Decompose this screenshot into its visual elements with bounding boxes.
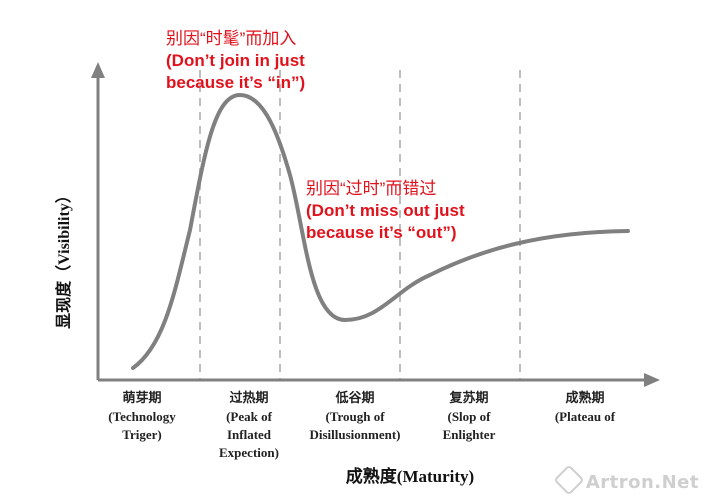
annotation-out-en-line1: (Don’t miss out just (306, 201, 465, 220)
y-axis-arrow-icon (91, 62, 105, 78)
phase-cn: 复苏期 (449, 391, 489, 406)
phase-cn: 成熟期 (565, 391, 605, 406)
artron-logo-icon (553, 464, 585, 496)
y-axis-label: 显现度（Visibility） (56, 187, 73, 329)
x-axis-label: 成熟度(Maturity) (345, 467, 475, 486)
phase-label-slope: 复苏期 (Slop of Enlighter (424, 390, 514, 444)
phase-label-plateau: 成熟期 (Plateau of (540, 390, 630, 426)
phase-cn: 过热期 (229, 391, 269, 406)
watermark: Artron.Net (553, 464, 699, 496)
phase-en: (Trough of (325, 409, 385, 424)
annotation-in-en-line2: because it’s “in”) (166, 73, 306, 92)
x-axis-arrow-icon (644, 373, 660, 387)
phase-cn: 萌芽期 (122, 391, 162, 406)
phase-en: (Slop of (447, 409, 491, 424)
phase-en: (Technology (108, 409, 176, 424)
annotation-in-en-line1: (Don’t join in just (166, 51, 305, 70)
phase-en: Expection) (219, 445, 279, 460)
phase-en: Inflated (226, 427, 272, 442)
annotation-dont-join: 别因“时髦”而加入 (Don’t join in just because it… (166, 28, 305, 94)
annotation-out-cn: 别因“过时”而错过 (306, 179, 437, 198)
annotation-out-en-line2: because it’s “out”) (306, 223, 457, 242)
phase-label-technology-trigger: 萌芽期 (Technology Triger) (98, 390, 186, 444)
annotation-dont-miss: 别因“过时”而错过 (Don’t miss out just because i… (306, 178, 465, 244)
phase-cn: 低谷期 (335, 391, 375, 406)
phase-label-trough: 低谷期 (Trough of Disillusionment) (300, 390, 410, 444)
watermark-text: Artron.Net (585, 472, 699, 493)
phase-en: Triger) (122, 427, 162, 442)
annotation-in-cn: 别因“时髦”而加入 (166, 29, 297, 48)
phase-en: Disillusionment) (309, 427, 401, 442)
phase-en: (Plateau of (554, 409, 616, 424)
phase-en: Enlighter (442, 427, 496, 442)
phase-en: (Peak of (226, 409, 272, 424)
hype-curve (131, 92, 630, 370)
phase-label-peak: 过热期 (Peak of Inflated Expection) (204, 390, 294, 462)
